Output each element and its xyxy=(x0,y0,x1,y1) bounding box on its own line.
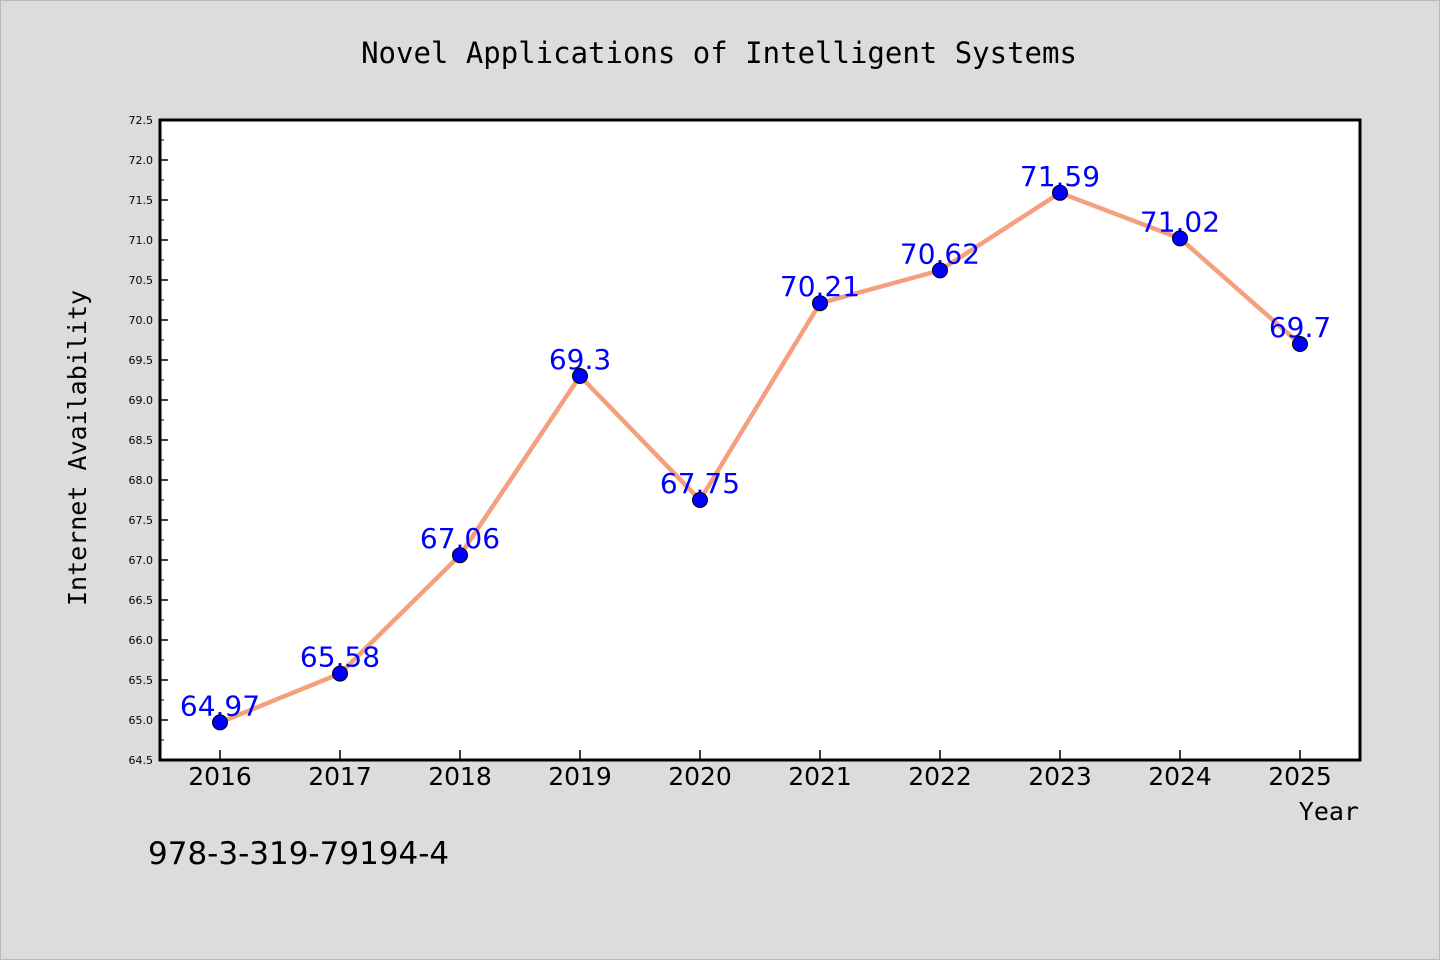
series-markers xyxy=(212,184,1308,731)
y-tick-label: 68.5 xyxy=(129,434,154,447)
x-tick-label: 2019 xyxy=(548,762,612,791)
y-tick-label: 69.5 xyxy=(129,354,154,367)
data-point-marker xyxy=(932,262,948,279)
y-tick-label: 65.0 xyxy=(129,714,154,727)
y-tick-label: 72.0 xyxy=(129,154,154,167)
y-tick-label: 71.5 xyxy=(129,194,154,207)
y-tick-label: 67.0 xyxy=(129,554,154,567)
y-tick-label: 66.5 xyxy=(129,594,154,607)
data-point-marker xyxy=(332,665,348,682)
y-axis-label: Internet Availability xyxy=(63,290,92,606)
data-point-marker xyxy=(1172,230,1188,247)
x-tick-label: 2018 xyxy=(428,762,492,791)
data-point-marker xyxy=(1052,184,1068,201)
x-tick-label: 2021 xyxy=(788,762,852,791)
x-tick-label: 2022 xyxy=(908,762,972,791)
x-tick-label: 2025 xyxy=(1268,762,1332,791)
x-tick-label: 2024 xyxy=(1148,762,1212,791)
y-tick-label: 71.0 xyxy=(129,234,154,247)
y-tick-label: 70.0 xyxy=(129,314,154,327)
y-tick-label: 67.5 xyxy=(129,514,154,527)
y-tick-label: 72.5 xyxy=(129,114,154,127)
y-tick-label: 64.5 xyxy=(129,754,154,767)
x-tick-label: 2023 xyxy=(1028,762,1092,791)
y-tick-label: 66.0 xyxy=(129,634,154,647)
x-tick-label: 2020 xyxy=(668,762,732,791)
y-tick-label: 65.5 xyxy=(129,674,154,687)
data-point-marker xyxy=(1292,336,1308,352)
data-point-marker xyxy=(452,547,468,564)
x-axis-ticks: 2016 2017 2018 2019 2020 2021 2022 2023 2024 2025 xyxy=(188,750,1332,791)
data-point-marker xyxy=(812,295,828,312)
footer-identifier: 978-3-319-79194-4 xyxy=(148,836,449,872)
plot-frame xyxy=(158,118,1362,762)
chart-title: Novel Applications of Intelligent System… xyxy=(361,36,1077,70)
x-tick-label: 2017 xyxy=(308,762,372,791)
data-point-marker xyxy=(572,368,588,384)
y-tick-label: 68.0 xyxy=(129,474,154,487)
y-tick-label: 70.5 xyxy=(129,274,154,287)
data-point-marker xyxy=(692,492,708,508)
data-point-marker xyxy=(212,714,228,731)
x-tick-label: 2016 xyxy=(188,762,252,791)
y-tick-label: 69.0 xyxy=(129,394,154,407)
series-line xyxy=(219,190,1302,725)
y-axis-ticks: 64.5 65.0 65.5 66.0 66.5 67.0 67.5 68.0 68.5 69.0… xyxy=(129,114,168,767)
x-axis-label: Year xyxy=(1299,797,1359,826)
